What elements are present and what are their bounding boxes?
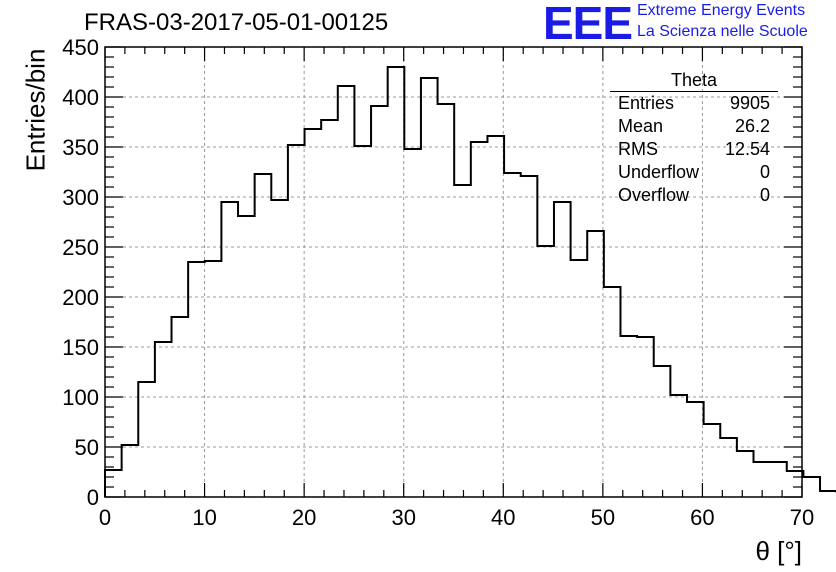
y-tick-label: 450	[62, 35, 99, 60]
logo-line-1: Extreme Energy Events	[637, 2, 806, 19]
stats-row-overflow: Overflow 0	[610, 184, 778, 207]
y-tick-label: 150	[62, 335, 99, 360]
x-tick-label: 30	[391, 505, 415, 530]
x-tick-label: 0	[99, 505, 111, 530]
stats-value: 0	[759, 162, 770, 182]
y-tick-label: 0	[87, 485, 99, 510]
stats-box: Theta Entries 9905 Mean 26.2 RMS 12.54 U…	[610, 70, 778, 207]
stats-value: 26.2	[734, 116, 770, 136]
y-tick-label: 400	[62, 85, 99, 110]
y-tick-label: 100	[62, 385, 99, 410]
stats-label: RMS	[618, 139, 658, 159]
stats-row-underflow: Underflow 0	[610, 161, 778, 184]
stats-row-entries: Entries 9905	[610, 92, 778, 115]
y-axis-label: Entries/bin	[20, 48, 51, 172]
plot-frame	[104, 46, 803, 498]
y-tick-label: 250	[62, 235, 99, 260]
x-tick-label: 50	[591, 505, 615, 530]
y-tick-label: 300	[62, 185, 99, 210]
stats-label: Underflow	[618, 162, 700, 182]
stats-row-mean: Mean 26.2	[610, 115, 778, 138]
stats-value: 12.54	[724, 139, 770, 159]
stats-label: Overflow	[618, 185, 690, 205]
x-tick-label: 10	[192, 505, 216, 530]
eee-logo: EEE	[543, 0, 633, 49]
x-tick-label: 40	[491, 505, 515, 530]
stats-value: 9905	[729, 93, 770, 113]
stats-title: Theta	[610, 70, 778, 92]
x-tick-label: 20	[292, 505, 316, 530]
stats-row-rms: RMS 12.54	[610, 138, 778, 161]
y-tick-label: 50	[75, 435, 99, 460]
logo-line-2: La Scienza nelle Scuole	[637, 23, 808, 40]
page-title: FRAS-03-2017-05-01-00125	[84, 9, 389, 36]
stats-value: 0	[759, 185, 770, 205]
y-tick-label: 350	[62, 135, 99, 160]
y-tick-label: 200	[62, 285, 99, 310]
stats-label: Entries	[618, 93, 675, 113]
x-tick-label: 70	[790, 505, 814, 530]
stats-label: Mean	[618, 116, 664, 136]
tick-labels: 0 10 20 30 40 50 60 70 0 50 100 150 200 250 300 350 400 4…	[62, 35, 814, 530]
axis-ticks	[104, 46, 803, 498]
histogram-outline	[104, 66, 836, 497]
x-axis-label: θ [°]	[755, 536, 802, 566]
x-tick-label: 60	[690, 505, 714, 530]
